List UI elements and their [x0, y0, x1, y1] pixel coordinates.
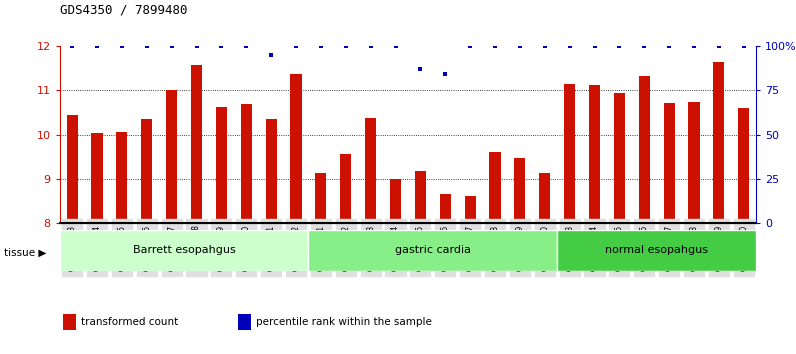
Bar: [92, 133, 103, 223]
Text: gastric cardia: gastric cardia: [395, 245, 470, 256]
Bar: [141, 119, 152, 223]
Bar: [738, 108, 749, 223]
Bar: [465, 196, 476, 223]
Point: [140, 43, 153, 49]
Point: [339, 43, 352, 49]
Point: [613, 43, 626, 49]
Bar: [390, 179, 401, 223]
Bar: [240, 104, 252, 223]
Point: [215, 43, 228, 49]
Point: [265, 52, 278, 58]
Bar: [564, 84, 576, 223]
Bar: [63, 314, 76, 330]
Bar: [689, 102, 700, 223]
Point: [464, 43, 477, 49]
Point: [314, 43, 327, 49]
Point: [737, 43, 750, 49]
Bar: [514, 158, 525, 223]
Bar: [614, 93, 625, 223]
Point: [414, 66, 427, 72]
Bar: [490, 152, 501, 223]
Point: [240, 43, 252, 49]
Point: [564, 43, 576, 49]
Point: [588, 43, 601, 49]
Point: [538, 43, 551, 49]
Point: [513, 43, 526, 49]
Text: normal esopahgus: normal esopahgus: [605, 245, 708, 256]
Point: [365, 43, 377, 49]
Bar: [539, 173, 550, 223]
Point: [190, 43, 203, 49]
Bar: [67, 115, 78, 223]
Bar: [238, 314, 251, 330]
Bar: [266, 119, 277, 223]
Bar: [191, 65, 202, 223]
Point: [439, 72, 451, 77]
Bar: [589, 85, 600, 223]
Point: [66, 43, 79, 49]
Bar: [415, 171, 426, 223]
Bar: [557, 230, 756, 271]
Bar: [308, 230, 557, 271]
Point: [115, 43, 128, 49]
Bar: [664, 103, 675, 223]
Bar: [116, 132, 127, 223]
Text: tissue ▶: tissue ▶: [4, 248, 46, 258]
Bar: [315, 173, 326, 223]
Bar: [60, 230, 308, 271]
Point: [712, 43, 725, 49]
Point: [166, 43, 178, 49]
Bar: [216, 107, 227, 223]
Text: percentile rank within the sample: percentile rank within the sample: [256, 317, 431, 327]
Bar: [340, 154, 351, 223]
Bar: [439, 194, 451, 223]
Text: GDS4350 / 7899480: GDS4350 / 7899480: [60, 4, 187, 17]
Point: [638, 43, 650, 49]
Bar: [713, 62, 724, 223]
Bar: [291, 74, 302, 223]
Bar: [365, 118, 377, 223]
Bar: [638, 76, 650, 223]
Point: [663, 43, 676, 49]
Point: [489, 43, 501, 49]
Text: Barrett esopahgus: Barrett esopahgus: [133, 245, 236, 256]
Point: [688, 43, 700, 49]
Point: [290, 43, 302, 49]
Text: transformed count: transformed count: [80, 317, 178, 327]
Bar: [166, 90, 178, 223]
Point: [91, 43, 103, 49]
Point: [389, 43, 402, 49]
